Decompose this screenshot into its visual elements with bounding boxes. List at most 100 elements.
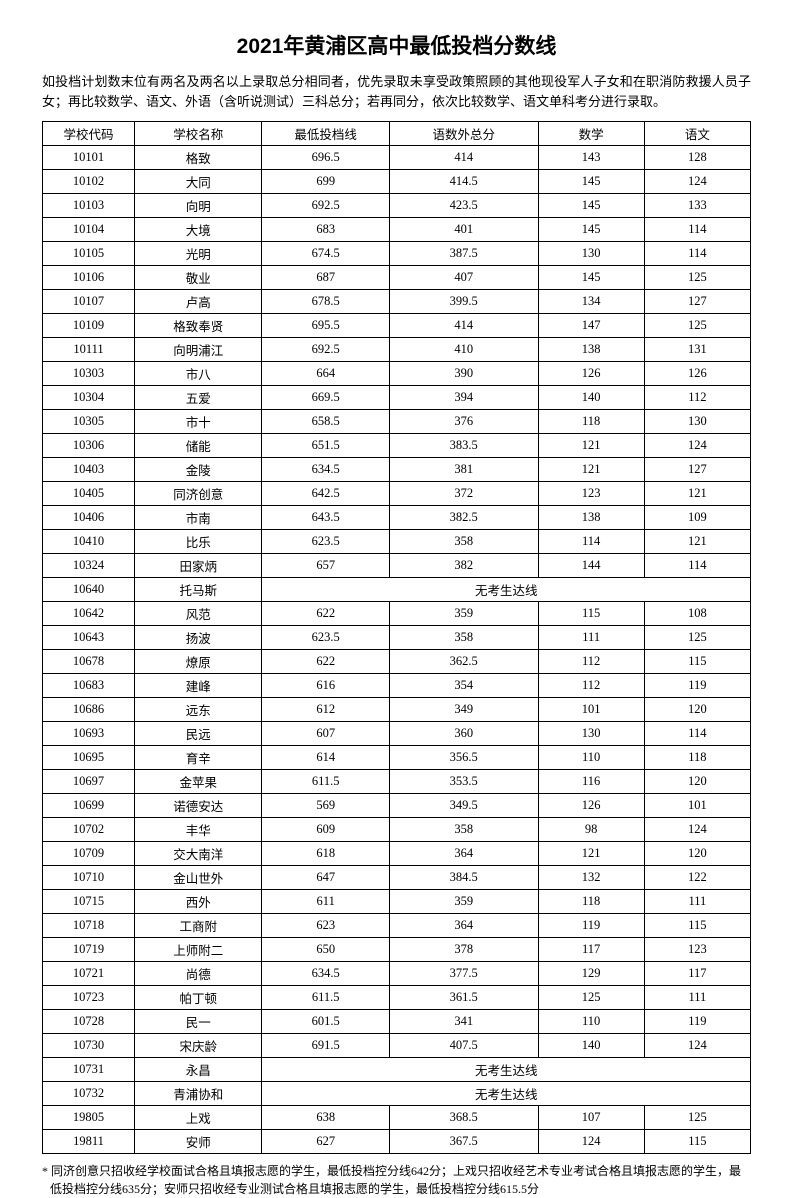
cell-math: 98 xyxy=(538,818,644,842)
cell-code: 10710 xyxy=(43,866,135,890)
cell-total: 349 xyxy=(389,698,538,722)
cell-total: 423.5 xyxy=(389,194,538,218)
cell-code: 10305 xyxy=(43,410,135,434)
cell-chinese: 124 xyxy=(644,434,750,458)
cell-code: 10719 xyxy=(43,938,135,962)
cell-math: 121 xyxy=(538,842,644,866)
cell-chinese: 101 xyxy=(644,794,750,818)
cell-code: 19805 xyxy=(43,1106,135,1130)
cell-name: 上师附二 xyxy=(135,938,262,962)
cell-score: 616 xyxy=(262,674,389,698)
cell-math: 134 xyxy=(538,290,644,314)
cell-code: 10101 xyxy=(43,146,135,170)
cell-name: 安师 xyxy=(135,1130,262,1154)
cell-total: 381 xyxy=(389,458,538,482)
cell-name: 格致奉贤 xyxy=(135,314,262,338)
cell-math: 119 xyxy=(538,914,644,938)
score-table: 学校代码 学校名称 最低投档线 语数外总分 数学 语文 10101格致696.5… xyxy=(42,121,751,1154)
table-row: 10723帕丁顿611.5361.5125111 xyxy=(43,986,751,1010)
cell-chinese: 128 xyxy=(644,146,750,170)
cell-score: 692.5 xyxy=(262,194,389,218)
cell-name: 大同 xyxy=(135,170,262,194)
cell-math: 114 xyxy=(538,530,644,554)
cell-score: 647 xyxy=(262,866,389,890)
table-row: 10719上师附二650378117123 xyxy=(43,938,751,962)
cell-chinese: 120 xyxy=(644,842,750,866)
cell-math: 140 xyxy=(538,386,644,410)
cell-name: 市南 xyxy=(135,506,262,530)
cell-name: 工商附 xyxy=(135,914,262,938)
cell-name: 储能 xyxy=(135,434,262,458)
cell-math: 138 xyxy=(538,506,644,530)
cell-total: 358 xyxy=(389,818,538,842)
cell-chinese: 124 xyxy=(644,818,750,842)
cell-total: 407.5 xyxy=(389,1034,538,1058)
cell-name: 育辛 xyxy=(135,746,262,770)
cell-score: 612 xyxy=(262,698,389,722)
cell-code: 10406 xyxy=(43,506,135,530)
cell-math: 115 xyxy=(538,602,644,626)
cell-name: 诺德安达 xyxy=(135,794,262,818)
table-row: 10710金山世外647384.5132122 xyxy=(43,866,751,890)
table-row: 10721尚德634.5377.5129117 xyxy=(43,962,751,986)
cell-math: 117 xyxy=(538,938,644,962)
cell-math: 145 xyxy=(538,194,644,218)
cell-code: 10697 xyxy=(43,770,135,794)
cell-code: 10693 xyxy=(43,722,135,746)
cell-score: 623.5 xyxy=(262,626,389,650)
cell-total: 390 xyxy=(389,362,538,386)
cell-score: 674.5 xyxy=(262,242,389,266)
table-row: 10695育辛614356.5110118 xyxy=(43,746,751,770)
table-row: 10324田家炳657382144114 xyxy=(43,554,751,578)
cell-score: 607 xyxy=(262,722,389,746)
cell-no-pass: 无考生达线 xyxy=(262,1058,751,1082)
header-chinese: 语文 xyxy=(644,122,750,146)
cell-math: 145 xyxy=(538,218,644,242)
cell-chinese: 111 xyxy=(644,890,750,914)
cell-score: 634.5 xyxy=(262,458,389,482)
cell-chinese: 115 xyxy=(644,1130,750,1154)
cell-chinese: 114 xyxy=(644,242,750,266)
cell-total: 410 xyxy=(389,338,538,362)
cell-score: 695.5 xyxy=(262,314,389,338)
cell-chinese: 125 xyxy=(644,626,750,650)
cell-code: 10640 xyxy=(43,578,135,602)
table-row: 10697金苹果611.5353.5116120 xyxy=(43,770,751,794)
cell-chinese: 131 xyxy=(644,338,750,362)
cell-math: 110 xyxy=(538,746,644,770)
cell-total: 376 xyxy=(389,410,538,434)
cell-total: 362.5 xyxy=(389,650,538,674)
cell-code: 10728 xyxy=(43,1010,135,1034)
cell-total: 414 xyxy=(389,314,538,338)
cell-code: 10303 xyxy=(43,362,135,386)
cell-code: 10715 xyxy=(43,890,135,914)
cell-chinese: 127 xyxy=(644,290,750,314)
cell-score: 622 xyxy=(262,602,389,626)
cell-math: 138 xyxy=(538,338,644,362)
cell-chinese: 108 xyxy=(644,602,750,626)
cell-chinese: 125 xyxy=(644,314,750,338)
cell-math: 118 xyxy=(538,410,644,434)
table-row: 10410比乐623.5358114121 xyxy=(43,530,751,554)
cell-total: 349.5 xyxy=(389,794,538,818)
cell-total: 360 xyxy=(389,722,538,746)
cell-total: 372 xyxy=(389,482,538,506)
cell-total: 377.5 xyxy=(389,962,538,986)
cell-score: 692.5 xyxy=(262,338,389,362)
cell-name: 交大南洋 xyxy=(135,842,262,866)
cell-total: 387.5 xyxy=(389,242,538,266)
cell-name: 田家炳 xyxy=(135,554,262,578)
cell-code: 10730 xyxy=(43,1034,135,1058)
cell-name: 燎原 xyxy=(135,650,262,674)
cell-code: 10102 xyxy=(43,170,135,194)
table-row: 10101格致696.5414143128 xyxy=(43,146,751,170)
cell-total: 358 xyxy=(389,530,538,554)
cell-total: 358 xyxy=(389,626,538,650)
cell-code: 10306 xyxy=(43,434,135,458)
table-row: 10642风范622359115108 xyxy=(43,602,751,626)
footnote-text: * 同济创意只招收经学校面试合格且填报志愿的学生，最低投档控分线642分；上戏只… xyxy=(42,1162,751,1198)
cell-score: 611.5 xyxy=(262,770,389,794)
table-row: 10304五爱669.5394140112 xyxy=(43,386,751,410)
cell-name: 向明浦江 xyxy=(135,338,262,362)
cell-chinese: 114 xyxy=(644,722,750,746)
